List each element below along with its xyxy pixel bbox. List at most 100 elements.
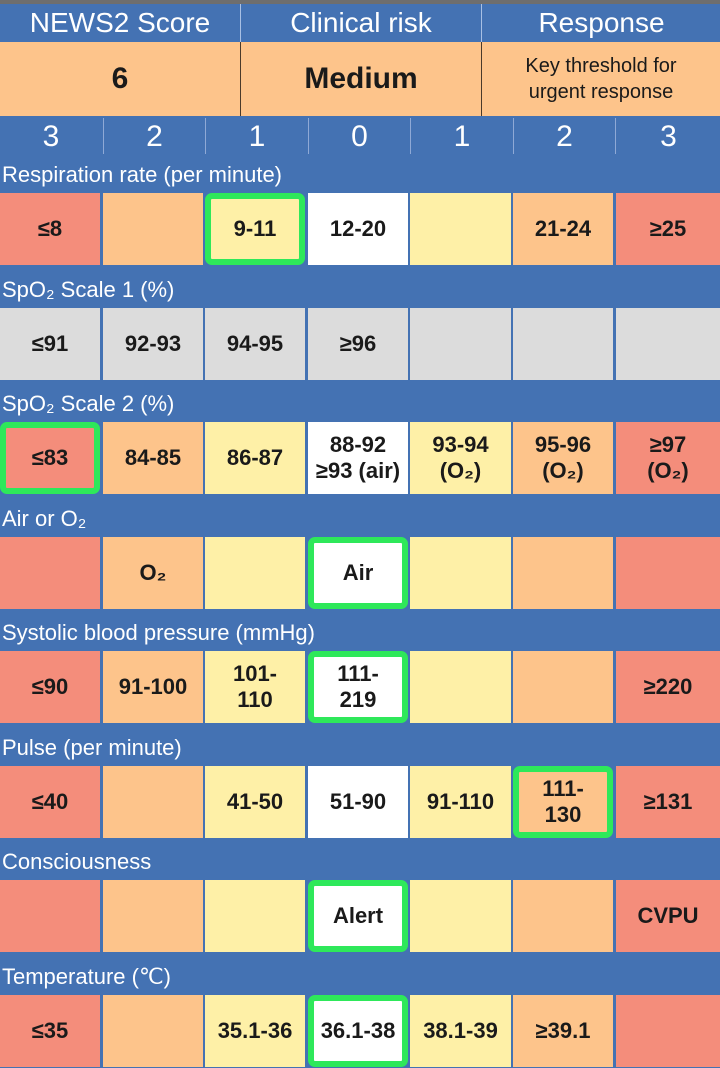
option-value: 84-85 — [124, 445, 182, 470]
consciousness-option-score-1-low[interactable] — [205, 880, 305, 952]
temperature-option-score-2-low[interactable] — [103, 995, 203, 1067]
systolic-bp-option-score-1-low[interactable]: 101- 110 — [205, 651, 305, 723]
option-value: ≥96 — [339, 331, 377, 356]
spo2-scale-2-label: SpO₂ Scale 2 (%) — [2, 391, 175, 416]
option-value: ≥97 (O₂) — [647, 432, 689, 483]
systolic-bp-option-score-3-low[interactable]: ≤90 — [0, 651, 100, 723]
pulse-option-score-1-high[interactable]: 91-110 — [410, 766, 511, 838]
temperature-option-score-1-high[interactable]: 38.1-39 — [410, 995, 511, 1067]
spo2-scale-1-option-score-2-low: 92-93 — [103, 308, 203, 380]
systolic-bp-option-score-2-low[interactable]: 91-100 — [103, 651, 203, 723]
option-value: 86-87 — [226, 445, 284, 470]
option-value: O₂ — [139, 560, 167, 585]
option-value: Alert — [332, 903, 384, 928]
option-value: 9-11 — [233, 216, 277, 241]
score-column-header: 2 — [103, 118, 205, 154]
score-column-header: 3 — [615, 118, 720, 154]
spo2-scale-2-option-score-3-high[interactable]: ≥97 (O₂) — [616, 422, 720, 494]
option-value: 95-96 (O₂) — [534, 432, 592, 483]
consciousness-label: Consciousness — [2, 849, 152, 874]
temperature-option-score-1-low[interactable]: 35.1-36 — [205, 995, 305, 1067]
spo2-scale-1-option-score-1-high — [410, 308, 511, 380]
air-or-o2-label: Air or O₂ — [2, 506, 87, 531]
clinical-risk-heading: Clinical risk — [240, 4, 481, 42]
temperature-option-score-2-high[interactable]: ≥39.1 — [513, 995, 613, 1067]
consciousness-option-score-2-low[interactable] — [103, 880, 203, 952]
systolic-bp-option-score-3-high[interactable]: ≥220 — [616, 651, 720, 723]
option-value: ≤40 — [31, 789, 69, 814]
respiration-rate-option-score-2-high[interactable]: 21-24 — [513, 193, 613, 265]
air-or-o2-option-score-2-low[interactable]: O₂ — [103, 537, 203, 609]
pulse-option-score-3-high[interactable]: ≥131 — [616, 766, 720, 838]
air-or-o2-option-score-3-high[interactable] — [616, 537, 720, 609]
score-column-header: 1 — [205, 118, 308, 154]
systolic-bp-label: Systolic blood pressure (mmHg) — [2, 620, 315, 645]
score-column-header: 3 — [42, 120, 60, 153]
respiration-rate-option-score-3-high[interactable]: ≥25 — [616, 193, 720, 265]
temperature-label: Temperature (℃) — [2, 964, 171, 989]
respiration-rate-option-score-3-low[interactable]: ≤8 — [0, 193, 100, 265]
pulse-option-score-3-low[interactable]: ≤40 — [0, 766, 100, 838]
respiration-rate-option-score-1-low[interactable]: 9-11 — [205, 193, 305, 265]
air-or-o2-option-score-1-high[interactable] — [410, 537, 511, 609]
pulse-label: Pulse (per minute) — [2, 735, 182, 760]
option-value: Air — [342, 560, 374, 585]
option-value: 36.1-38 — [320, 1018, 396, 1043]
temperature-option-score-0[interactable]: 36.1-38 — [308, 995, 408, 1067]
option-value: ≤35 — [31, 1018, 69, 1043]
response-value: Key threshold for urgent response — [481, 42, 720, 116]
air-or-o2-option-score-2-high[interactable] — [513, 537, 613, 609]
option-value: 101- 110 — [232, 661, 278, 712]
spo2-scale-1-option-score-2-high — [513, 308, 613, 380]
spo2-scale-2-option-score-0[interactable]: 88-92 ≥93 (air) — [308, 422, 408, 494]
pulse-option-score-2-high[interactable]: 111- 130 — [513, 766, 613, 838]
option-value: 21-24 — [534, 216, 592, 241]
pulse-option-score-0[interactable]: 51-90 — [308, 766, 408, 838]
option-value: ≤91 — [31, 331, 69, 356]
status-strip — [0, 0, 720, 4]
news2-score-heading: NEWS2 Score — [29, 7, 211, 38]
option-value: 91-110 — [426, 789, 495, 814]
air-or-o2-option-score-0[interactable]: Air — [308, 537, 408, 609]
spo2-scale-2-option-score-1-low[interactable]: 86-87 — [205, 422, 305, 494]
option-value: ≥25 — [649, 216, 687, 241]
air-or-o2-option-score-1-low[interactable] — [205, 537, 305, 609]
option-value: 12-20 — [329, 216, 387, 241]
temperature-option-score-3-high[interactable] — [616, 995, 720, 1067]
option-value: ≥220 — [643, 674, 693, 699]
option-value: 111- 130 — [542, 776, 584, 827]
option-value: ≤8 — [37, 216, 63, 241]
pulse-option-score-1-low[interactable]: 41-50 — [205, 766, 305, 838]
consciousness-option-score-3-high[interactable]: CVPU — [616, 880, 720, 952]
score-column-header: 2 — [513, 118, 615, 154]
respiration-rate-option-score-1-high[interactable] — [410, 193, 511, 265]
respiration-rate-option-score-0[interactable]: 12-20 — [308, 193, 408, 265]
news2-score-value: 6 — [0, 42, 240, 116]
consciousness-option-score-1-high[interactable] — [410, 880, 511, 952]
option-value: 91-100 — [118, 674, 188, 699]
option-value: 38.1-39 — [423, 1018, 498, 1043]
spo2-scale-1-option-score-3-high — [616, 308, 720, 380]
systolic-bp-option-score-1-high[interactable] — [410, 651, 511, 723]
pulse-option-score-2-low[interactable] — [103, 766, 203, 838]
air-or-o2-option-score-3-low[interactable] — [0, 537, 100, 609]
consciousness-option-score-2-high[interactable] — [513, 880, 613, 952]
spo2-scale-2-option-score-3-low[interactable]: ≤83 — [0, 422, 100, 494]
temperature-option-score-3-low[interactable]: ≤35 — [0, 995, 100, 1067]
option-value: ≤83 — [31, 445, 69, 470]
clinical-risk-value: Medium — [240, 42, 481, 116]
option-value: ≥39.1 — [535, 1018, 591, 1043]
systolic-bp-option-score-0[interactable]: 111- 219 — [308, 651, 408, 723]
respiration-rate-label: Respiration rate (per minute) — [2, 162, 283, 187]
spo2-scale-1-option-score-0: ≥96 — [308, 308, 408, 380]
consciousness-option-score-3-low[interactable] — [0, 880, 100, 952]
option-value: 41-50 — [226, 789, 284, 814]
systolic-bp-option-score-2-high[interactable] — [513, 651, 613, 723]
spo2-scale-2-option-score-2-high[interactable]: 95-96 (O₂) — [513, 422, 613, 494]
spo2-scale-2-option-score-1-high[interactable]: 93-94 (O₂) — [410, 422, 511, 494]
score-column-header: 0 — [308, 118, 410, 154]
spo2-scale-2-option-score-2-low[interactable]: 84-85 — [103, 422, 203, 494]
response-heading: Response — [481, 4, 720, 42]
consciousness-option-score-0[interactable]: Alert — [308, 880, 408, 952]
respiration-rate-option-score-2-low[interactable] — [103, 193, 203, 265]
